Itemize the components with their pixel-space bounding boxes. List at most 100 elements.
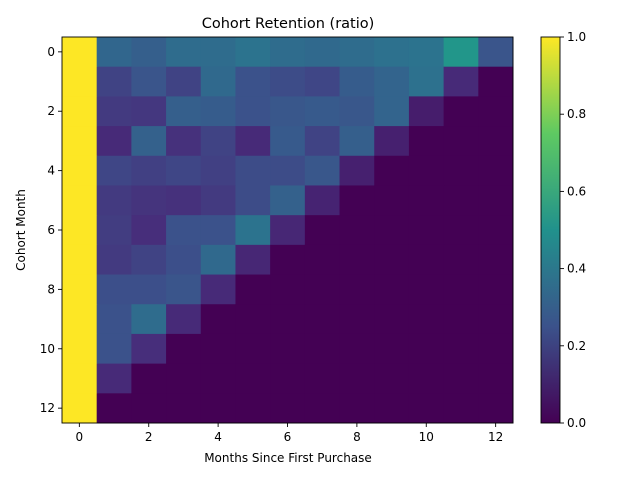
heatmap-cell <box>200 244 236 276</box>
heatmap-cell <box>96 304 132 335</box>
heatmap-cell <box>96 274 132 305</box>
heatmap-cell <box>166 215 202 246</box>
heatmap-cell <box>62 215 98 246</box>
heatmap-cell <box>304 244 341 276</box>
heatmap-cell <box>62 96 98 127</box>
heatmap-cell <box>443 126 479 157</box>
heatmap-cell <box>96 363 132 394</box>
heatmap-cell <box>96 393 132 424</box>
heatmap-cell <box>304 333 341 365</box>
heatmap-cell <box>235 393 271 424</box>
heatmap-cell <box>443 185 479 216</box>
heatmap-cell <box>166 96 202 127</box>
colorbar-tick-label: 0.0 <box>567 416 586 430</box>
heatmap-cell <box>235 363 271 394</box>
heatmap-cell <box>270 215 306 246</box>
heatmap-cell <box>408 126 445 157</box>
heatmap-cell <box>443 96 479 127</box>
x-tick-label: 12 <box>488 430 503 444</box>
heatmap-cell <box>478 363 514 394</box>
heatmap-cell <box>235 155 271 186</box>
heatmap-cells <box>62 37 514 424</box>
heatmap-cell <box>200 37 236 68</box>
heatmap-cell <box>408 155 445 186</box>
heatmap-cell <box>131 155 167 186</box>
heatmap-cell <box>339 274 375 305</box>
heatmap-cell <box>62 333 98 365</box>
heatmap-cell <box>304 66 341 97</box>
heatmap-cell <box>166 126 202 157</box>
x-tick-label: 0 <box>76 430 84 444</box>
y-tick-label: 6 <box>47 223 55 237</box>
heatmap-cell <box>374 304 410 335</box>
x-tick-label: 10 <box>419 430 434 444</box>
heatmap-cell <box>166 155 202 186</box>
heatmap-cell <box>478 66 514 97</box>
heatmap-cell <box>166 66 202 97</box>
heatmap-cell <box>270 274 306 305</box>
heatmap-cell <box>478 215 514 246</box>
heatmap-cell <box>96 185 132 216</box>
heatmap-cell <box>62 304 98 335</box>
chart-title: Cohort Retention (ratio) <box>202 16 375 32</box>
heatmap-cell <box>200 274 236 305</box>
heatmap-cell <box>62 274 98 305</box>
heatmap-cell <box>166 333 202 365</box>
heatmap-cell <box>374 96 410 127</box>
heatmap-cell <box>270 333 306 365</box>
heatmap-cell <box>96 96 132 127</box>
heatmap-cell <box>339 155 375 186</box>
heatmap-cell <box>166 274 202 305</box>
heatmap-cell <box>200 215 236 246</box>
heatmap-cell <box>235 274 271 305</box>
y-tick-label: 4 <box>47 164 55 178</box>
x-tick-label: 6 <box>284 430 292 444</box>
heatmap-cell <box>270 126 306 157</box>
colorbar <box>540 36 561 424</box>
heatmap-cell <box>339 126 375 157</box>
heatmap-cell <box>408 66 445 97</box>
heatmap-cell <box>200 126 236 157</box>
y-tick-label: 0 <box>47 45 55 59</box>
heatmap-cell <box>62 185 98 216</box>
heatmap-cell <box>131 37 167 68</box>
heatmap-cell <box>339 304 375 335</box>
heatmap-cell <box>339 393 375 424</box>
heatmap-cell <box>200 96 236 127</box>
heatmap-cell <box>200 393 236 424</box>
heatmap-cell <box>478 96 514 127</box>
heatmap-cell <box>96 37 132 68</box>
heatmap-cell <box>374 185 410 216</box>
heatmap-cell <box>270 66 306 97</box>
heatmap-cell <box>235 244 271 276</box>
heatmap-cell <box>166 37 202 68</box>
colorbar-tick-label: 0.2 <box>567 339 586 353</box>
y-tick-label: 10 <box>40 342 55 356</box>
heatmap-cell <box>96 244 132 276</box>
heatmap-cell <box>235 304 271 335</box>
heatmap-cell <box>62 66 98 97</box>
heatmap-cell <box>443 37 479 68</box>
heatmap-cell <box>443 333 479 365</box>
y-tick-label: 12 <box>40 401 55 415</box>
heatmap-cell <box>270 393 306 424</box>
heatmap-cell <box>62 155 98 186</box>
heatmap-cell <box>443 304 479 335</box>
heatmap-cell <box>478 304 514 335</box>
heatmap-cell <box>374 215 410 246</box>
heatmap-cell <box>443 155 479 186</box>
heatmap-cell <box>62 126 98 157</box>
heatmap-cell <box>131 215 167 246</box>
heatmap-cell <box>62 37 98 68</box>
heatmap-cell <box>304 215 341 246</box>
heatmap-cell <box>166 304 202 335</box>
heatmap-cell <box>62 363 98 394</box>
heatmap-cell <box>304 96 341 127</box>
heatmap-cell <box>408 333 445 365</box>
y-tick-label: 8 <box>47 282 55 296</box>
heatmap-cell <box>62 244 98 276</box>
heatmap-cell <box>408 274 445 305</box>
heatmap-cell <box>62 393 98 424</box>
heatmap-cell <box>166 363 202 394</box>
